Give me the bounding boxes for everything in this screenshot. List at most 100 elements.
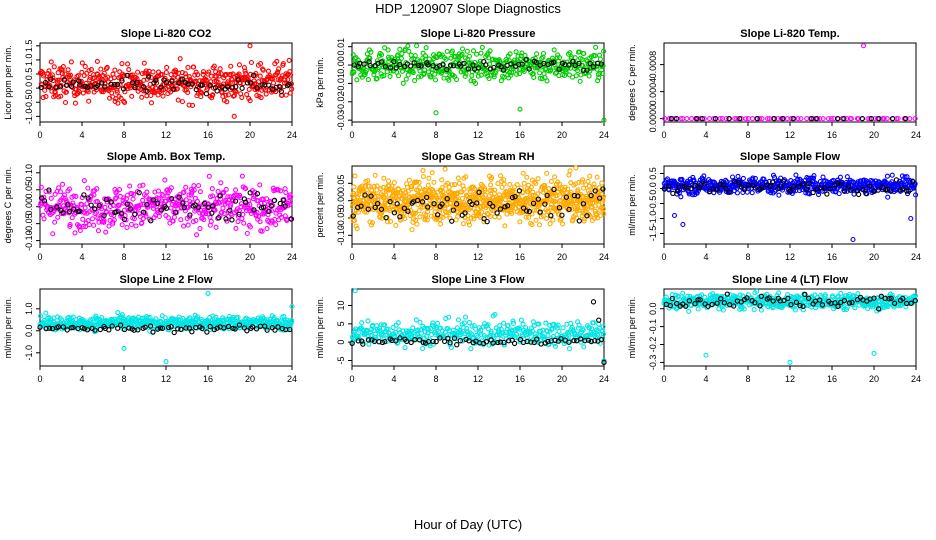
x-tick-label: 0 [661,252,666,262]
data-point [417,68,423,74]
data-point [108,199,114,205]
data-point [494,210,500,216]
data-point [553,201,559,207]
data-point [889,172,895,178]
y-tick-label: -0.01 [336,73,346,94]
data-point [600,186,606,192]
data-point [247,201,253,208]
data-point [584,213,590,219]
data-point [217,193,223,199]
data-point [210,203,216,209]
y-tick-label: 0.05 [336,175,346,193]
data-point [106,223,112,229]
data-point [176,194,182,200]
data-point [210,92,216,98]
data-point [168,185,174,191]
data-point [393,62,399,68]
data-point [286,199,292,205]
data-point [530,189,536,195]
data-point [71,193,77,199]
data-point [98,66,104,72]
x-tick-label: 20 [557,252,567,262]
data-point [359,320,365,326]
data-point [592,188,598,194]
data-point [416,185,423,191]
data-point [454,342,460,348]
data-point [186,74,192,80]
data-point [463,174,469,180]
data-point [137,183,143,189]
data-point [220,205,226,211]
data-point [164,193,170,199]
data-point [111,217,117,223]
data-point [276,83,282,89]
data-point [879,184,886,190]
data-point [77,227,83,234]
x-tick-label: 16 [515,374,525,384]
data-point [46,84,52,90]
data-point [195,72,201,78]
data-point [885,194,891,200]
x-tick-label: 0 [349,374,354,384]
data-point [235,218,241,225]
data-point [91,222,97,228]
data-point [57,189,64,195]
data-point [140,182,146,188]
data-point [400,80,406,86]
x-tick-label: 8 [433,252,438,262]
data-point [140,83,146,89]
data-point [138,202,144,208]
data-point [397,217,404,223]
data-point [810,189,816,196]
data-point [140,209,147,215]
data-point [54,204,60,210]
data-point [248,59,255,66]
x-tick-label: 4 [79,130,84,140]
data-point [359,183,365,189]
data-point [694,190,700,196]
data-point [264,226,270,232]
data-point [177,56,183,62]
data-point [459,51,465,57]
data-point [483,62,489,68]
data-point [509,210,515,216]
data-point [283,189,289,196]
data-point [396,73,402,79]
data-point [95,82,101,89]
data-point [416,179,422,185]
data-point [259,82,265,88]
data-point [38,184,44,190]
x-tick-label: 24 [911,252,921,262]
panel-title: Slope Li-820 CO2 [121,28,211,40]
data-point [597,70,603,76]
data-point [515,61,522,68]
data-point [765,116,771,122]
data-point [720,307,726,313]
data-point [419,199,426,205]
x-tick-label: 20 [869,252,879,262]
data-point [778,183,784,189]
data-point [144,93,150,99]
data-point [408,186,414,192]
x-tick-label: 0 [37,252,42,262]
data-point [352,173,358,179]
data-point [247,98,253,104]
y-tick-label: -0.02 [336,92,346,113]
y-tick-label: -1.0 [24,109,34,125]
data-point [413,217,419,223]
data-point [111,75,117,81]
data-point [601,211,607,217]
data-point [283,92,289,98]
x-tick-label: 0 [37,374,42,384]
data-point [239,95,245,101]
data-point [661,186,667,192]
data-point [414,43,420,49]
data-point [168,196,174,203]
data-point [52,89,58,96]
data-point [600,206,606,212]
data-point [236,211,242,217]
data-point [185,64,191,71]
data-point [520,205,527,211]
data-point [798,116,804,122]
data-point [559,60,566,66]
